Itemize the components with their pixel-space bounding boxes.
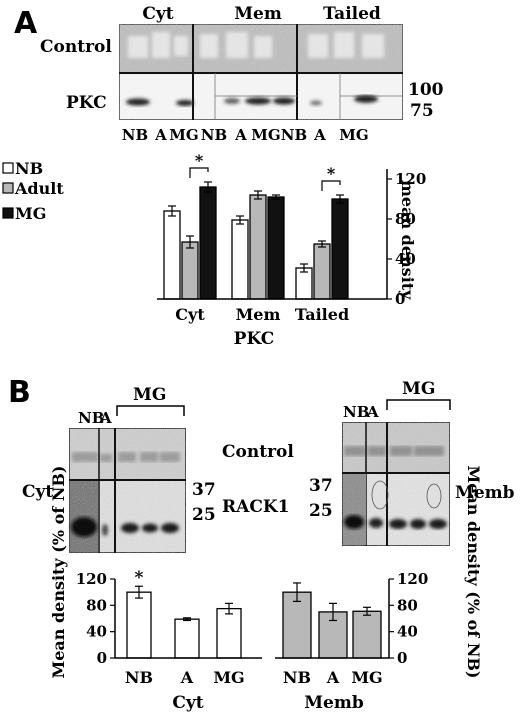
legend-label-nb: NB [15, 159, 43, 178]
y-tick-label-80: 80 [395, 210, 416, 228]
bar-mem-nb [231, 219, 249, 300]
bar-cyt-adult [181, 241, 199, 300]
panel-a-letter: A [14, 6, 38, 41]
x-tick-label-cyt-a: A [180, 668, 194, 687]
lane-label: A [234, 126, 247, 144]
x-tick-label-memb-nb: NB [283, 668, 311, 687]
x-tick-label-cyt-nb: NB [125, 668, 153, 687]
group-label-mem: Mem [234, 4, 282, 24]
lane-label: NB [122, 126, 148, 144]
bar-cyt-mg [199, 186, 217, 300]
mw-marker-25-left: 25 [192, 505, 216, 525]
lane-label: MG [339, 126, 368, 144]
lane-label: A [154, 126, 167, 144]
legend-label-adult: Adult [14, 179, 64, 198]
significance-bracket-cyt [189, 167, 209, 178]
rack1-cyt-blot-image [68, 427, 187, 554]
legend-label-mg: MG [15, 204, 46, 223]
bar-memb-nb [282, 591, 312, 659]
significance-star-cyt: * [195, 151, 204, 170]
panel-b-letter: B [8, 375, 31, 410]
y-tick-label-cyt-120: 120 [76, 570, 107, 588]
lane-label: A [313, 126, 326, 144]
chart-a-ylabel: mean density [398, 180, 417, 300]
mw-marker-37-right: 37 [309, 476, 333, 496]
lane-label: MG [251, 126, 280, 144]
mw-marker-75: 75 [410, 101, 434, 121]
y-tick-label-120: 120 [395, 170, 426, 188]
chart-b-left-xlabel: Cyt [172, 693, 203, 712]
mg-bracket-label-left: MG [133, 385, 166, 405]
bar-cyt-nb [126, 591, 152, 659]
group-label-cyt: Cyt [142, 4, 173, 24]
legend-swatch-adult [2, 182, 14, 194]
chart-a: Cyt Mem Tailed 0 40 80 120 * * [157, 151, 426, 324]
chart-a-xlabel: PKC [234, 329, 275, 349]
lane-label: MG [169, 126, 198, 144]
fraction-label-memb: Memb [455, 483, 515, 503]
x-tick-label-mem: Mem [236, 305, 281, 324]
bar-mem-adult [249, 194, 267, 300]
mw-marker-100: 100 [408, 80, 444, 100]
x-tick-label-cyt: Cyt [175, 305, 205, 324]
rack1-lane-a-right: A [366, 403, 379, 421]
chart-b-right-xlabel: Memb [304, 693, 364, 712]
bar-tailed-nb [295, 267, 313, 300]
rack1-lane-nb-left: NB [78, 409, 104, 427]
x-tick-label-tailed: Tailed [295, 305, 349, 324]
rack1-lane-a-left: A [99, 409, 112, 427]
bar-tailed-adult [313, 243, 331, 300]
chart-b-left-ylabel-text: Mean density (% of NB) [49, 466, 68, 679]
mg-bracket-left [116, 405, 185, 416]
rack1-row-label-rack1: RACK1 [222, 497, 289, 517]
y-tick-label-cyt-0: 0 [97, 649, 107, 667]
bar-tailed-mg [331, 198, 349, 300]
mw-marker-37-left: 37 [192, 480, 216, 500]
bar-cyt-mg [216, 607, 242, 659]
significance-star-tailed: * [327, 164, 336, 183]
pkc-blot-image [118, 23, 404, 121]
bar-cyt-nb [163, 210, 181, 300]
group-label-tailed: Tailed [323, 4, 381, 24]
mg-bracket-right [386, 399, 451, 410]
mg-bracket-label-right: MG [402, 379, 435, 399]
blot-row-label-control: Control [40, 37, 112, 57]
y-tick-label-memb-0: 0 [397, 649, 407, 667]
x-tick-label-memb-mg: MG [351, 668, 382, 687]
fraction-label-cyt: Cyt. [22, 482, 59, 502]
blot-lane-labels: NB A MG NB A MG NB A MG [122, 126, 369, 144]
legend-swatch-nb [2, 162, 14, 174]
blot-row-label-pkc: PKC [66, 93, 107, 113]
x-tick-label-cyt-mg: MG [213, 668, 244, 687]
significance-star-cyt: * [135, 568, 144, 588]
chart-b: NB A MG 0 40 80 120 * NB A MG 0 40 80 120 [76, 568, 429, 687]
rack1-lane-nb-right: NB [343, 403, 369, 421]
y-tick-label-memb-80: 80 [397, 596, 418, 614]
chart-b-right-ylabel: Mean density (% of NB) [464, 466, 483, 679]
chart-b-right-ylabel-text: Mean density (% of NB) [464, 466, 483, 679]
y-tick-label-cyt-80: 80 [86, 596, 107, 614]
y-tick-label-cyt-40: 40 [86, 623, 107, 641]
bar-mem-mg [267, 196, 285, 300]
legend-swatch-mg [2, 207, 14, 219]
y-tick-label-memb-40: 40 [397, 623, 418, 641]
y-tick-label-memb-120: 120 [397, 570, 428, 588]
rack1-row-label-control: Control [222, 442, 294, 462]
mw-marker-25-right: 25 [309, 501, 333, 521]
bar-cyt-a [174, 618, 200, 659]
x-tick-label-memb-a: A [326, 668, 340, 687]
lane-label: NB [201, 126, 227, 144]
chart-a-legend: NB Adult MG [2, 159, 64, 223]
y-tick-label-0: 0 [395, 290, 405, 308]
rack1-memb-blot-image [341, 421, 451, 547]
y-tick-label-40: 40 [395, 250, 416, 268]
lane-label: NB [281, 126, 307, 144]
chart-b-left-ylabel: Mean density (% of NB) [49, 466, 68, 679]
significance-bracket-tailed [321, 180, 341, 191]
bar-memb-mg [352, 610, 382, 659]
